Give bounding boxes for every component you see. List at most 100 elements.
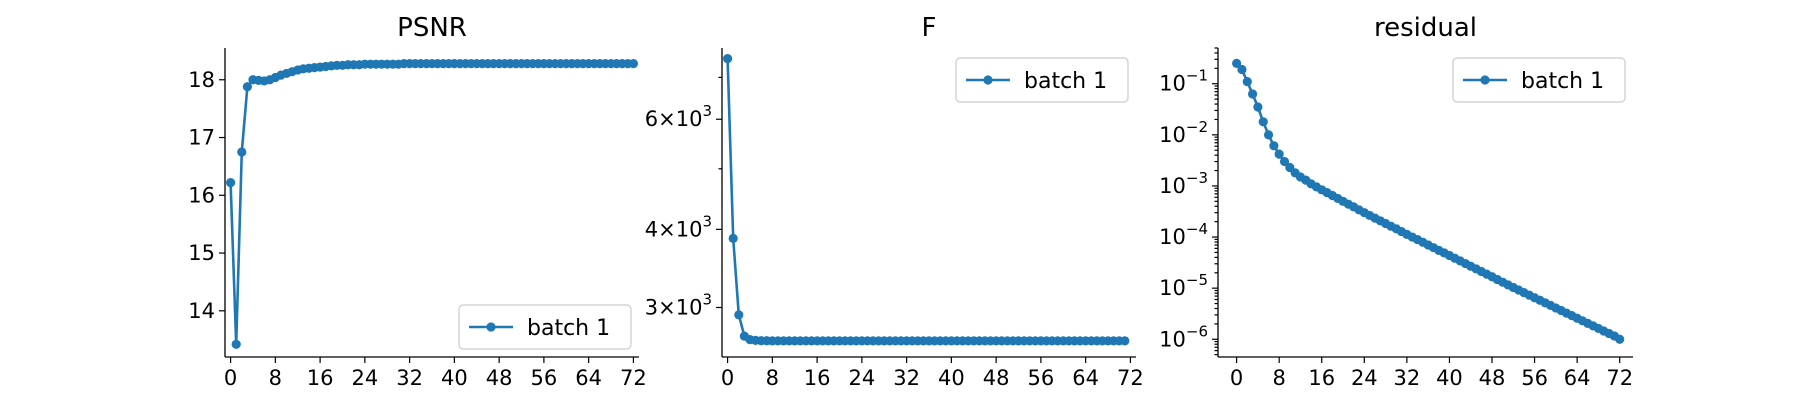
y-tick-base: 10 xyxy=(1159,225,1186,249)
legend-frame xyxy=(955,57,1129,103)
x-tick-label: 8 xyxy=(766,366,779,390)
y-tick-exponent: −3 xyxy=(1186,169,1208,187)
x-tick-label: 40 xyxy=(1436,366,1463,390)
x-tick-label: 0 xyxy=(1230,366,1243,390)
y-tick-exponent: 3 xyxy=(702,290,712,308)
y-tick-mantissa: 6 xyxy=(645,107,658,131)
y-tick-label: 10−6 xyxy=(1159,322,1208,351)
x-tick-label: 56 xyxy=(1028,366,1055,390)
x-tick-label: 72 xyxy=(1117,366,1144,390)
series-line xyxy=(229,62,634,346)
y-tick-exponent: 3 xyxy=(702,212,712,230)
chart-title: PSNR xyxy=(397,13,467,43)
data-point xyxy=(722,54,733,64)
y-tick-base: 10 xyxy=(1159,276,1186,300)
y-tick-exponent: −4 xyxy=(1186,220,1208,238)
y-tick-label: 15 xyxy=(188,241,215,265)
y-tick-label: 10−5 xyxy=(1159,271,1208,300)
data-point xyxy=(628,58,639,69)
y-tick-label: 10−1 xyxy=(1159,67,1208,96)
chart-title: residual xyxy=(1374,13,1477,43)
data-point xyxy=(1120,336,1130,346)
legend-frame xyxy=(458,304,632,350)
y-tick-label: 10−4 xyxy=(1159,220,1208,249)
data-point xyxy=(225,177,236,188)
legend-label: batch 1 xyxy=(527,316,610,341)
legend: batch 1 xyxy=(458,304,632,350)
x-tick-label: 0 xyxy=(721,366,734,390)
legend-marker-swatch xyxy=(983,75,993,85)
y-tick-times: ×10 xyxy=(658,295,702,319)
x-tick-label: 40 xyxy=(441,366,468,390)
y-tick-base: 10 xyxy=(1159,123,1186,147)
x-tick-label: 40 xyxy=(938,366,965,390)
x-tick-label: 8 xyxy=(269,366,282,390)
data-point xyxy=(734,310,744,320)
x-tick-label: 72 xyxy=(620,366,647,390)
y-tick-mantissa: 4 xyxy=(645,217,658,241)
legend-marker-swatch xyxy=(1480,75,1490,85)
y-tick-label: 10−2 xyxy=(1159,118,1208,147)
data-point xyxy=(237,147,247,157)
x-tick-label: 48 xyxy=(983,366,1010,390)
y-tick-label: 3×103 xyxy=(645,290,712,319)
x-tick-label: 16 xyxy=(804,366,831,390)
x-tick-label: 24 xyxy=(351,366,378,390)
x-tick-label: 64 xyxy=(1564,366,1591,390)
x-tick-label: 0 xyxy=(224,366,237,390)
x-tick-label: 56 xyxy=(531,366,558,390)
x-tick-label: 24 xyxy=(848,366,875,390)
data-point xyxy=(1242,77,1252,87)
data-point xyxy=(1247,89,1258,99)
y-tick-exponent: −6 xyxy=(1186,322,1208,340)
y-tick-label: 16 xyxy=(188,183,215,207)
y-tick-label: 4×103 xyxy=(645,212,712,241)
x-tick-label: 16 xyxy=(307,366,334,390)
data-point xyxy=(242,82,252,92)
y-tick-exponent: −5 xyxy=(1186,271,1208,289)
chart-title: F xyxy=(922,13,937,43)
x-tick-label: 8 xyxy=(1272,366,1285,390)
y-tick-base: 10 xyxy=(1159,327,1186,351)
data-point xyxy=(1279,156,1290,167)
y-tick-base: 10 xyxy=(1159,174,1186,198)
series-line xyxy=(1235,62,1621,341)
x-tick-label: 32 xyxy=(893,366,920,390)
y-tick-label: 6×103 xyxy=(645,102,712,131)
x-tick-label: 48 xyxy=(486,366,513,390)
data-point xyxy=(1263,130,1274,140)
x-tick-label: 56 xyxy=(1521,366,1548,390)
x-tick-label: 64 xyxy=(575,366,602,390)
data-point xyxy=(1269,141,1279,151)
x-tick-label: 16 xyxy=(1308,366,1335,390)
data-point xyxy=(1237,64,1247,75)
legend: batch 1 xyxy=(1452,57,1626,103)
x-tick-label: 32 xyxy=(396,366,423,390)
data-point xyxy=(1615,334,1625,344)
y-tick-label: 18 xyxy=(188,68,215,92)
legend-marker-swatch xyxy=(486,322,496,332)
x-tick-label: 32 xyxy=(1394,366,1421,390)
data-point xyxy=(728,233,738,243)
chart-panel-0: PSNR 0 8 16 24 32 40 48 56 64 72 14 15 16 17 18 batch 1 xyxy=(188,13,647,390)
legend-label: batch 1 xyxy=(1024,69,1107,94)
y-tick-times: ×10 xyxy=(658,107,702,131)
y-tick-exponent: −2 xyxy=(1186,118,1208,136)
x-tick-label: 72 xyxy=(1606,366,1633,390)
y-tick-base: 10 xyxy=(1159,72,1186,96)
x-tick-label: 64 xyxy=(1072,366,1099,390)
legend-frame xyxy=(1452,57,1626,103)
y-tick-exponent: −1 xyxy=(1186,67,1208,85)
legend-label: batch 1 xyxy=(1521,69,1604,94)
legend: batch 1 xyxy=(955,57,1129,103)
y-tick-label: 17 xyxy=(188,126,215,150)
y-tick-label: 10−3 xyxy=(1159,169,1208,198)
y-tick-mantissa: 3 xyxy=(645,295,658,319)
x-tick-label: 48 xyxy=(1479,366,1506,390)
chart-panel-1: F0 8 16 24 32 40 48 56 64 723×1034×1036×103batch … xyxy=(645,13,1144,390)
y-tick-times: ×10 xyxy=(658,217,702,241)
data-point xyxy=(1258,117,1268,127)
data-point xyxy=(1232,58,1242,68)
